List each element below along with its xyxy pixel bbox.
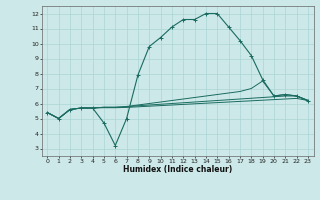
X-axis label: Humidex (Indice chaleur): Humidex (Indice chaleur) [123,165,232,174]
